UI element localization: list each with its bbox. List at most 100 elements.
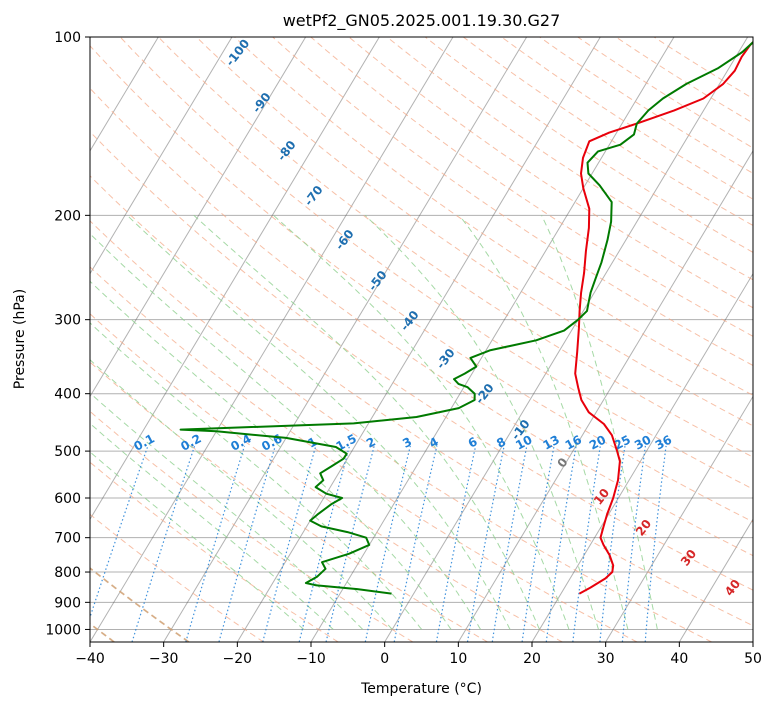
moist-adiabat-line <box>273 214 570 630</box>
mixing-ratio-label: 20 <box>587 432 608 452</box>
isotherm-line <box>236 37 601 642</box>
chart-title: wetPf2_GN05.2025.001.19.30.G27 <box>283 11 561 31</box>
dry-adiabat-line <box>195 37 753 427</box>
mixing-ratio-label: 13 <box>541 432 562 452</box>
isotherm-line <box>90 37 159 152</box>
dry-adiabat-line <box>90 45 753 523</box>
y-tick-label: 400 <box>54 387 81 403</box>
isotherm-line <box>384 37 749 642</box>
moist-adiabat-line <box>193 214 540 630</box>
isotherm-line <box>605 395 753 642</box>
x-tick-label: 40 <box>670 651 688 667</box>
y-tick-label: 500 <box>54 444 81 460</box>
x-tick-label: 20 <box>523 651 541 667</box>
mixing-ratio-line <box>364 445 411 642</box>
axes: −40 −30 −20 −10 0 10 20 30 40 50 100 200 300 400 500 60… <box>45 30 762 667</box>
dry-adiabat-line <box>90 131 753 591</box>
x-tick-label: 10 <box>449 651 467 667</box>
y-tick-label: 200 <box>54 208 81 224</box>
isotherm-lines <box>90 37 753 642</box>
mixing-ratio-line <box>621 445 646 642</box>
mixing-ratio-line <box>491 445 528 642</box>
dry-adiabat-line <box>90 87 753 557</box>
isotherm-line <box>90 37 233 275</box>
dry-adiabat-line <box>386 37 753 281</box>
dry-adiabat-line <box>90 410 414 642</box>
x-tick-label: 0 <box>380 651 389 667</box>
mixing-ratio-lines <box>90 445 667 642</box>
isotherm-line <box>90 37 380 521</box>
mixing-ratio-line <box>599 445 626 642</box>
mixing-ratio-line <box>90 445 149 619</box>
y-tick-label: 900 <box>54 595 81 611</box>
dry-adiabat-line <box>90 567 190 642</box>
dry-adiabat-line <box>90 220 712 642</box>
dry-adiabat-line <box>90 361 488 642</box>
pressure-gridlines <box>90 37 753 630</box>
moist-adiabat-line <box>90 359 393 630</box>
mixing-ratio-line <box>572 445 601 642</box>
mixing-ratio-line <box>644 445 667 642</box>
x-tick-label: 50 <box>744 651 762 667</box>
y-tick-label: 600 <box>54 491 81 507</box>
isotherm-line <box>457 149 753 642</box>
y-tick-label: 1000 <box>45 622 81 638</box>
mixing-ratio-line <box>325 445 375 642</box>
mixing-ratio-line <box>262 445 317 642</box>
x-axis-label: Temperature (°C) <box>360 681 482 697</box>
y-tick-label: 800 <box>54 565 81 581</box>
mixing-ratio-line <box>131 445 196 642</box>
mixing-ratio-line <box>393 445 438 642</box>
dewpoint-profile-line <box>179 40 753 595</box>
isotherm-line <box>163 37 528 642</box>
x-tick-label: −10 <box>296 651 326 667</box>
moist-adiabat-line <box>90 233 482 630</box>
dry-adiabat-line <box>310 37 753 337</box>
dry-adiabat-line <box>233 37 753 396</box>
moist-adiabat-line <box>126 214 511 630</box>
mixing-ratio-label: 10 <box>513 432 534 452</box>
moist-adiabat-line <box>541 215 658 630</box>
dry-adiabat-lines <box>90 37 753 642</box>
moist-adiabat-line <box>90 280 452 630</box>
y-tick-label: 100 <box>54 30 81 46</box>
dry-adiabat-line <box>348 37 753 309</box>
mixing-ratio-line <box>466 445 505 642</box>
dry-adiabat-line <box>90 266 638 642</box>
plot-frame <box>89 36 754 643</box>
moist-adiabat-line <box>90 392 364 630</box>
mixing-ratio-line <box>185 445 246 642</box>
mixing-ratio-label: 36 <box>653 432 674 452</box>
isotherm-line <box>90 37 307 398</box>
x-tick-label: −40 <box>75 651 105 667</box>
y-axis-label: Pressure (hPa) <box>12 289 28 389</box>
dry-adiabat-line <box>157 37 753 458</box>
dry-adiabat-line <box>119 37 753 490</box>
mixing-ratio-line <box>545 445 577 642</box>
x-tick-label: 30 <box>597 651 615 667</box>
y-tick-label: 700 <box>54 531 81 547</box>
plot-area: 0.1 0.2 0.4 0.6 1 1.5 2 3 4 6 8 10 13 16 20 25 30 36-100-… <box>90 37 753 642</box>
profile-series <box>179 40 753 595</box>
mixing-ratio-line <box>521 445 555 642</box>
mixing-ratio-line <box>218 445 276 642</box>
mixing-ratio-label: 16 <box>563 432 584 452</box>
y-tick-label: 300 <box>54 313 81 329</box>
isotherm-line <box>310 37 675 642</box>
mixing-ratio-line <box>435 445 477 642</box>
dry-adiabat-line <box>90 513 264 642</box>
temperature-profile-line <box>574 40 753 595</box>
mixing-ratio-label: 30 <box>632 432 653 452</box>
isotherm-line <box>90 37 454 642</box>
x-tick-label: −30 <box>149 651 179 667</box>
moist-adiabat-line <box>90 322 423 630</box>
moist-adiabat-line <box>90 422 334 630</box>
dry-adiabat-line <box>90 175 753 627</box>
mixing-ratio-line <box>298 445 351 642</box>
x-tick-label: −20 <box>223 651 253 667</box>
isotherm-line <box>678 518 753 642</box>
moist-adiabat-lines <box>90 214 658 630</box>
isotherm-line <box>531 272 753 642</box>
